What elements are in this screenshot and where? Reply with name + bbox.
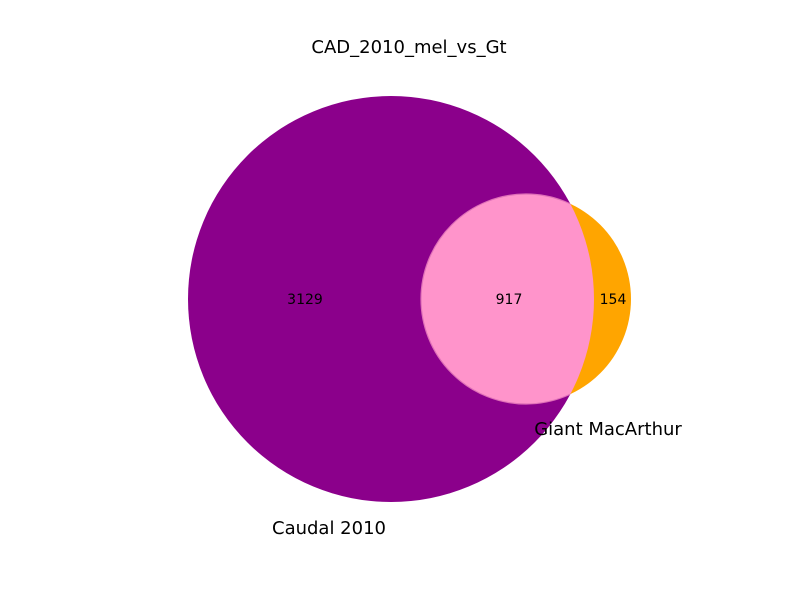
set-b-label: Giant MacArthur <box>534 419 682 440</box>
set-a-label: Caudal 2010 <box>272 518 386 539</box>
intersection-region <box>420 193 594 405</box>
intersection-count: 917 <box>496 292 523 308</box>
set-a-only-count: 3129 <box>287 292 323 308</box>
set-a-circle <box>188 96 594 502</box>
chart-title: CAD_2010_mel_vs_Gt <box>311 37 506 58</box>
set-b-only-count: 154 <box>600 292 627 308</box>
